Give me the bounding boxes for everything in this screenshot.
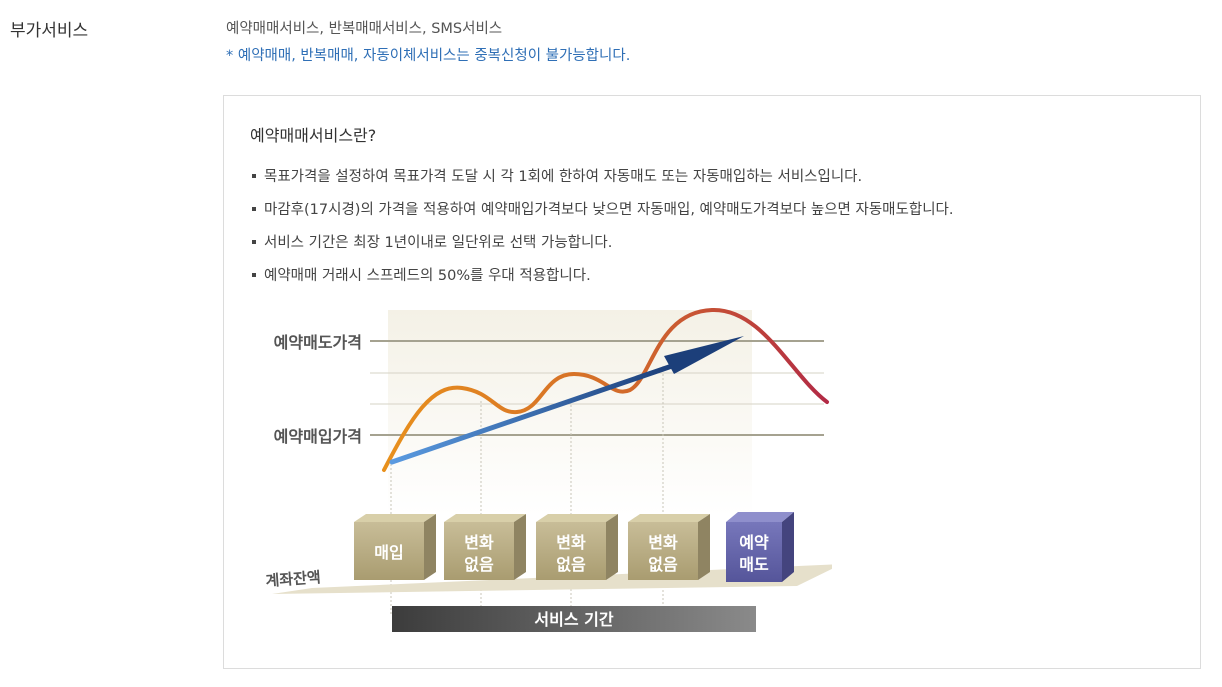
- block-reserved-sell: 예약 매도: [726, 512, 794, 582]
- bullet-list: 목표가격을 설정하여 목표가격 도달 시 각 1회에 한하여 자동매도 또는 자…: [250, 166, 954, 298]
- reservation-trading-diagram: 예약매도가격 예약매입가격 매입 변화 없음 변화 없음: [265, 307, 832, 632]
- block-nochange: 변화 없음: [444, 514, 526, 580]
- block-label: 없음: [556, 555, 586, 574]
- block-face: [628, 522, 698, 580]
- block-top: [536, 514, 618, 522]
- block-top: [354, 514, 436, 522]
- row-note: * 예약매매, 반복매매, 자동이체서비스는 중복신청이 불가능합니다.: [226, 48, 631, 64]
- block-label: 변화: [464, 533, 494, 552]
- block-face: [444, 522, 514, 580]
- row-label: 부가서비스: [10, 21, 89, 41]
- info-title: 예약매매서비스란?: [250, 126, 377, 145]
- service-period-bar: [392, 606, 756, 632]
- list-item: 마감후(17시경)의 가격을 적용하여 예약매입가격보다 낮으면 자동매입, 예…: [250, 199, 954, 232]
- block-side: [698, 514, 710, 580]
- block-label: 없음: [648, 555, 678, 574]
- block-label: 매입: [374, 543, 403, 562]
- block-top: [628, 514, 710, 522]
- buy-price-label: 예약매입가격: [274, 427, 362, 446]
- bullet-text: 목표가격을 설정하여 목표가격 도달 시 각 1회에 한하여 자동매도 또는 자…: [264, 169, 863, 185]
- block-label: 없음: [464, 555, 494, 574]
- block-face: [354, 522, 424, 580]
- bullet-icon: [252, 272, 256, 277]
- block-top: [726, 512, 794, 522]
- trend-arrowhead: [664, 336, 744, 374]
- row-value: 예약매매서비스, 반복매매서비스, SMS서비스: [226, 21, 503, 37]
- block-label: 변화: [648, 533, 678, 552]
- info-box: 예약매매서비스란? 목표가격을 설정하여 목표가격 도달 시 각 1회에 한하여…: [223, 95, 1201, 669]
- block-nochange: 변화 없음: [536, 514, 618, 580]
- block-face: [726, 522, 782, 582]
- price-curve: [382, 307, 829, 472]
- block-top: [444, 514, 526, 522]
- service-period-label: 서비스 기간: [534, 610, 613, 629]
- block-nochange: 변화 없음: [628, 514, 710, 580]
- block-face: [536, 522, 606, 580]
- block-side: [606, 514, 618, 580]
- block-buy: 매입: [354, 514, 436, 580]
- block-label: 예약: [739, 533, 769, 552]
- bullet-text: 예약매매 거래시 스프레드의 50%를 우대 적용합니다.: [264, 268, 591, 284]
- block-side: [514, 514, 526, 580]
- block-label: 변화: [556, 533, 586, 552]
- bullet-icon: [252, 206, 256, 211]
- block-label: 매도: [739, 555, 769, 574]
- bullet-icon: [252, 239, 256, 244]
- block-side: [782, 512, 794, 582]
- sell-price-label: 예약매도가격: [274, 333, 362, 352]
- trend-arrow: [389, 363, 675, 465]
- list-item: 예약매매 거래시 스프레드의 50%를 우대 적용합니다.: [250, 265, 954, 298]
- bullet-text: 서비스 기간은 최장 1년이내로 일단위로 선택 가능합니다.: [264, 235, 613, 251]
- list-item: 목표가격을 설정하여 목표가격 도달 시 각 1회에 한하여 자동매도 또는 자…: [250, 166, 954, 199]
- list-item: 서비스 기간은 최장 1년이내로 일단위로 선택 가능합니다.: [250, 232, 954, 265]
- chart-background: [388, 310, 752, 516]
- bullet-icon: [252, 173, 256, 178]
- balance-label: 계좌잔액: [265, 568, 321, 590]
- block-side: [424, 514, 436, 580]
- bullet-text: 마감후(17시경)의 가격을 적용하여 예약매입가격보다 낮으면 자동매입, 예…: [264, 202, 954, 218]
